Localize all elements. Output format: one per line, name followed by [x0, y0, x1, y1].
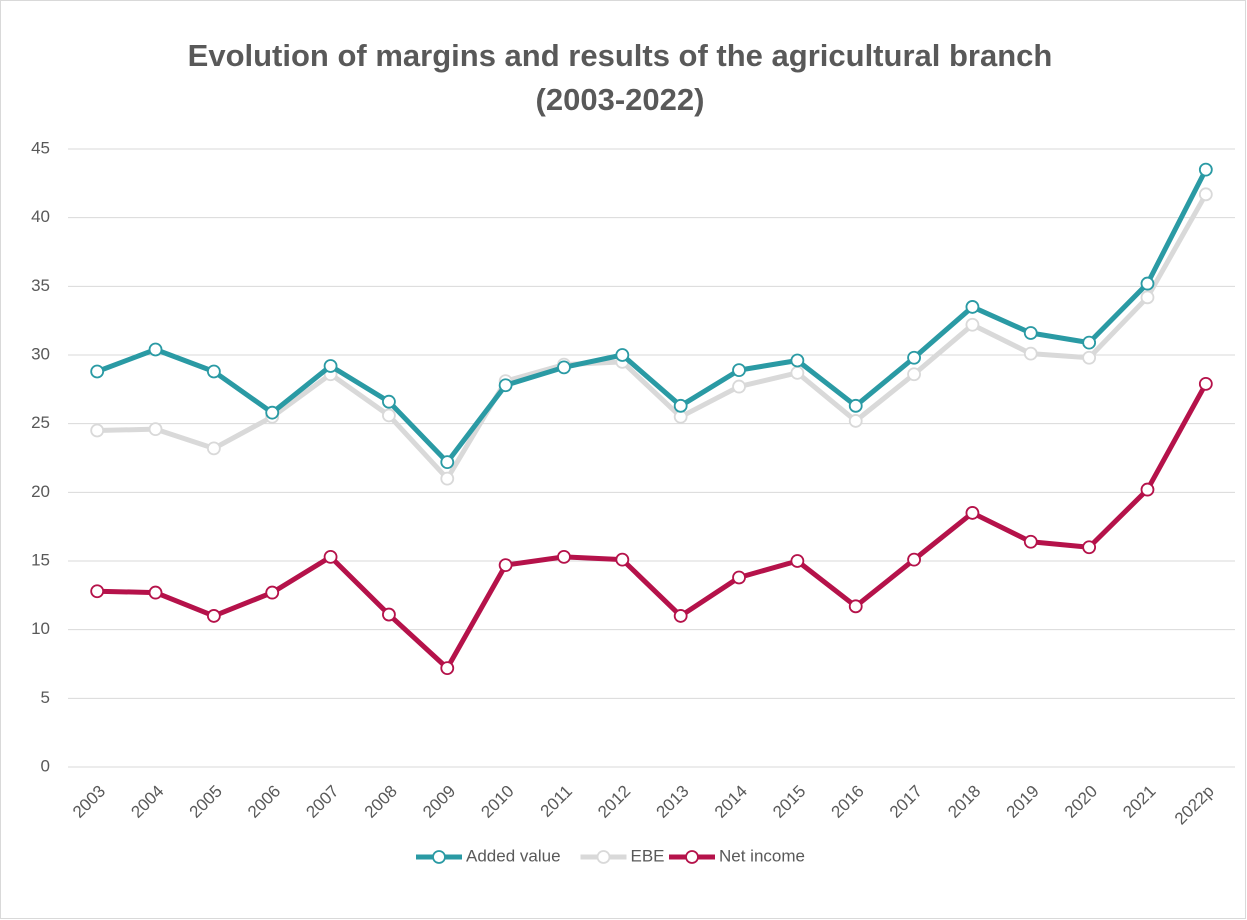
data-point — [1140, 290, 1155, 305]
data-point — [673, 398, 688, 413]
y-tick-label: 0 — [41, 756, 50, 775]
data-point — [440, 661, 455, 676]
y-tick-label: 5 — [41, 688, 50, 707]
data-point — [498, 378, 513, 393]
data-point — [1198, 162, 1213, 177]
y-tick-label: 15 — [31, 550, 50, 569]
data-point — [965, 317, 980, 332]
data-point — [790, 353, 805, 368]
data-point — [790, 554, 805, 568]
data-point — [323, 549, 338, 564]
chart-title: (2003-2022) — [536, 82, 705, 117]
data-point — [90, 584, 105, 599]
data-point — [907, 552, 921, 567]
data-point — [382, 394, 396, 409]
legend-marker — [432, 850, 446, 864]
data-point — [382, 408, 396, 423]
data-point — [206, 609, 221, 623]
data-point — [90, 423, 105, 438]
data-point — [615, 348, 630, 362]
data-point — [557, 360, 571, 375]
series-line — [96, 168, 1209, 465]
data-point — [557, 549, 571, 564]
data-point — [265, 405, 280, 420]
data-point — [90, 364, 105, 379]
data-point — [206, 441, 221, 456]
y-tick-label: 30 — [31, 344, 50, 363]
data-point — [907, 350, 921, 365]
data-point — [323, 359, 338, 373]
data-point — [498, 558, 513, 573]
data-point — [965, 300, 980, 314]
data-point — [440, 471, 455, 486]
data-point — [148, 422, 163, 437]
data-point — [732, 570, 746, 585]
legend-label: Added value — [466, 846, 561, 865]
data-point — [1140, 276, 1155, 291]
data-point — [440, 455, 455, 470]
data-point — [732, 379, 746, 394]
y-tick-label: 45 — [31, 138, 50, 157]
data-point — [848, 414, 863, 428]
y-tick-label: 20 — [31, 482, 50, 501]
data-point — [848, 398, 863, 413]
data-point — [965, 506, 980, 520]
data-point — [1023, 326, 1038, 340]
y-tick-label: 40 — [31, 207, 50, 226]
data-point — [382, 607, 396, 622]
data-point — [148, 585, 163, 600]
data-point — [790, 365, 805, 380]
data-point — [1198, 187, 1213, 202]
series-line — [97, 193, 1208, 482]
data-point — [1140, 482, 1155, 497]
data-point — [1082, 540, 1097, 555]
data-point — [1023, 346, 1038, 361]
series-line — [97, 382, 1209, 671]
data-point — [673, 609, 688, 623]
chart-title: Evolution of margins and results of the … — [188, 38, 1053, 73]
data-point — [1082, 335, 1097, 350]
data-point — [615, 552, 630, 567]
legend-marker — [685, 850, 699, 864]
y-tick-label: 35 — [31, 276, 50, 295]
data-point — [206, 364, 221, 379]
data-point — [265, 585, 280, 600]
data-point — [732, 363, 746, 378]
data-point — [848, 599, 863, 614]
data-point — [1023, 534, 1038, 549]
y-tick-label: 10 — [31, 619, 50, 638]
y-tick-label: 25 — [31, 413, 50, 432]
data-point — [1198, 376, 1213, 391]
legend-marker — [596, 850, 611, 864]
data-point — [148, 342, 163, 357]
legend-label: EBE — [631, 846, 665, 865]
data-point — [907, 367, 921, 382]
legend-label: Net income — [719, 846, 805, 865]
data-point — [1082, 350, 1097, 365]
